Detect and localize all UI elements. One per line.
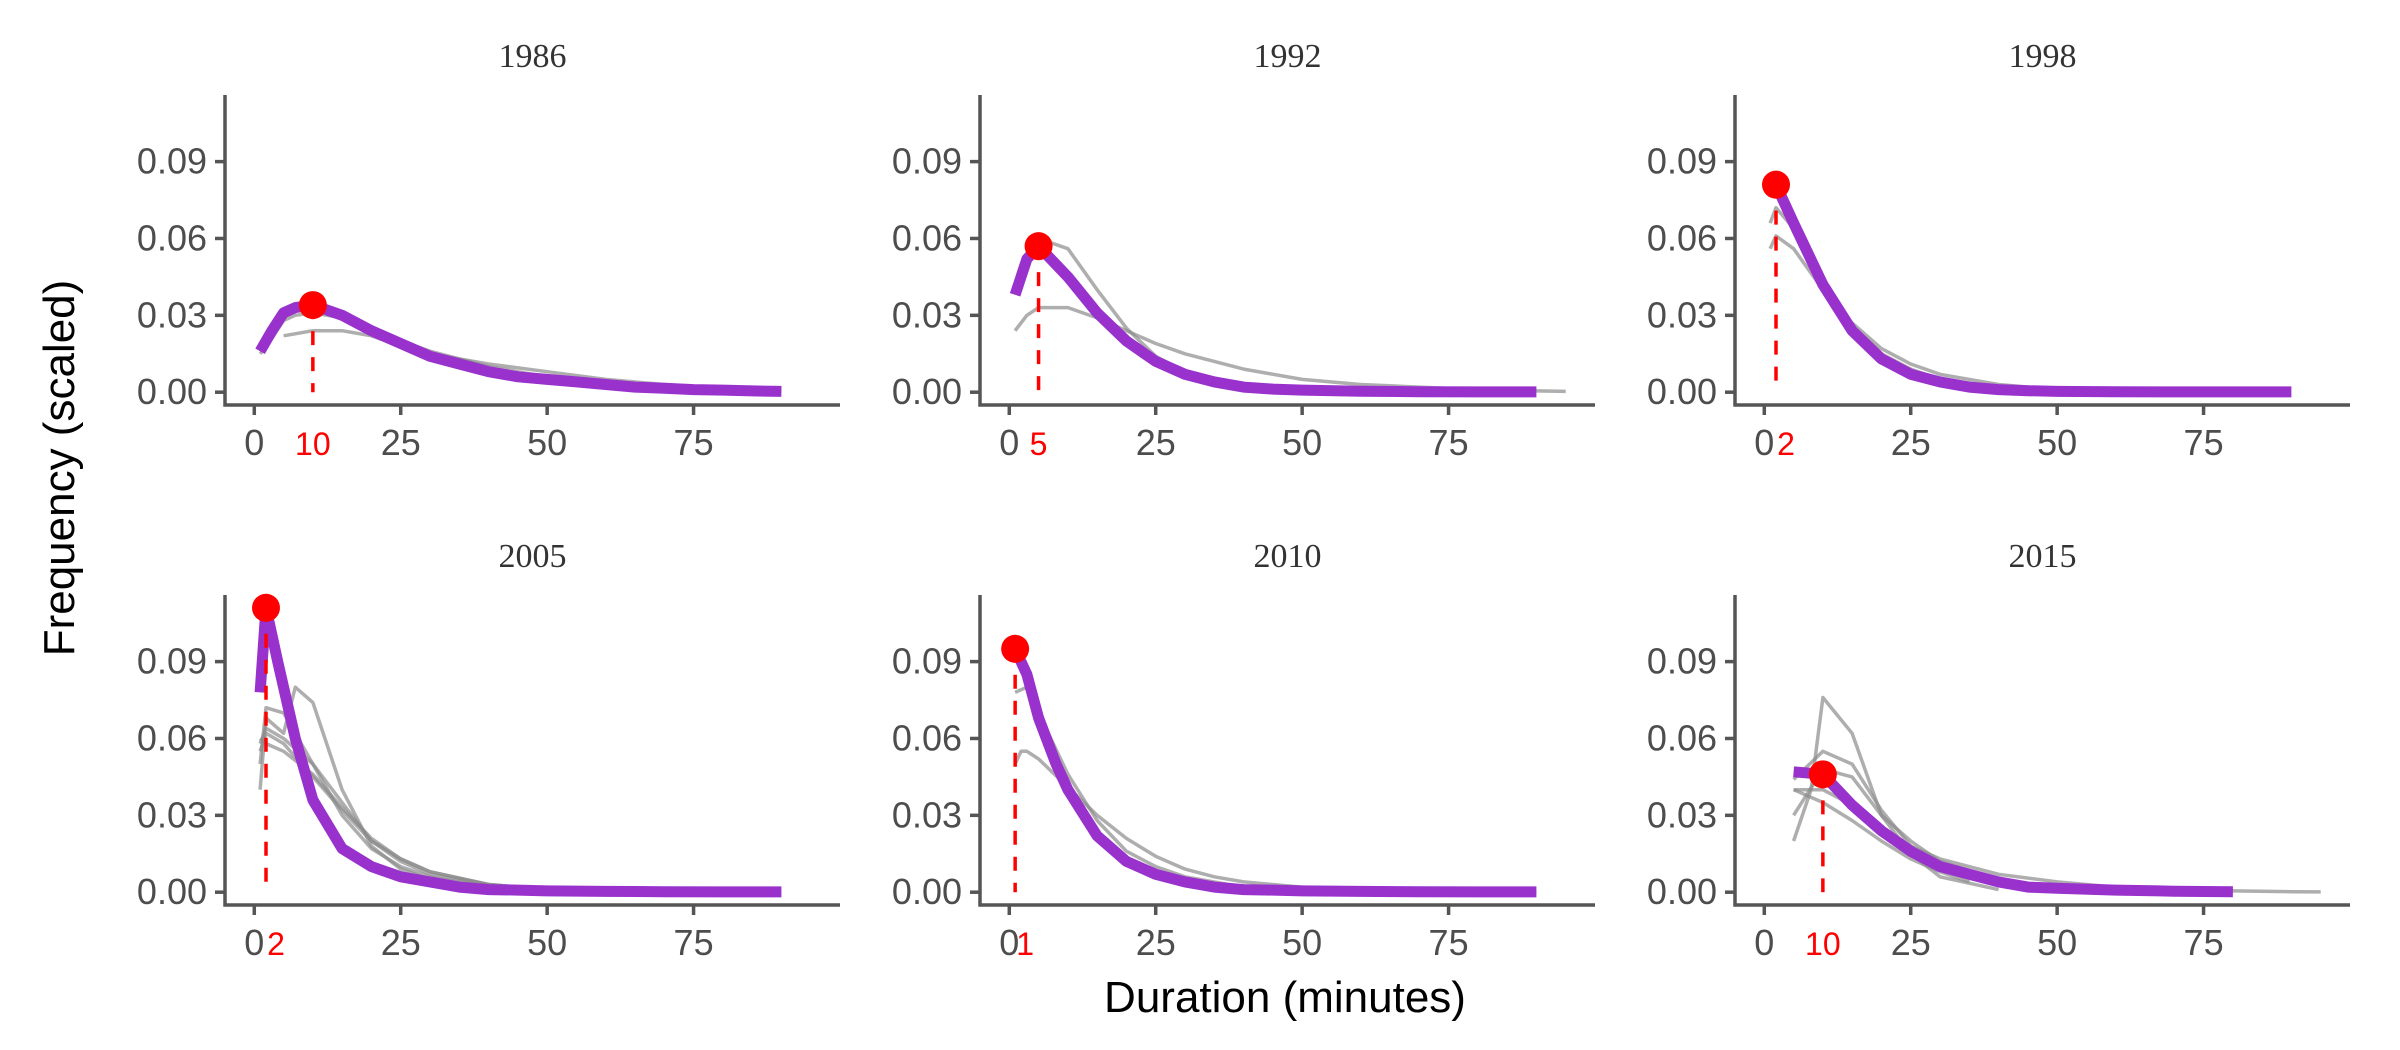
- y-tick-label: 0.03: [892, 294, 962, 335]
- axis-lines: [1733, 95, 2350, 407]
- x-tick-label: 75: [674, 422, 714, 463]
- x-tick-label: 75: [674, 922, 714, 963]
- x-tick-label: 75: [1429, 922, 1469, 963]
- y-tick-label: 0.03: [892, 794, 962, 835]
- x-tick-label: 50: [527, 922, 567, 963]
- y-tick-label: 0.00: [892, 871, 962, 912]
- x-tick-label: 50: [1282, 922, 1322, 963]
- highlight-line: [255, 299, 782, 397]
- x-tick-label: 25: [381, 422, 421, 463]
- panel-title: 1998: [2009, 38, 2077, 75]
- panel-2015: 2015 0.00 0.03 0.06 0.09 0 25 50 75 10: [1647, 538, 2350, 963]
- y-tick-label: 0.06: [137, 717, 207, 758]
- peak-label: 2: [1777, 426, 1795, 462]
- peak-label: 5: [1030, 426, 1048, 462]
- panel-title: 2015: [2009, 538, 2077, 575]
- axis-lines: [1733, 595, 2350, 907]
- panel-title: 1992: [1254, 38, 1322, 75]
- peak-point: [298, 291, 327, 320]
- y-tick-label: 0.00: [1647, 371, 1717, 412]
- panel-2010: 2010 0.00 0.03 0.06 0.09 0 25 50 75 1: [892, 538, 1595, 963]
- x-tick-label: 25: [1136, 422, 1176, 463]
- y-tick-label: 0.06: [892, 717, 962, 758]
- x-tick-label: 75: [1429, 422, 1469, 463]
- y-tick-label: 0.00: [1647, 871, 1717, 912]
- panel-1986: 1986 0.00 0.03 0.06 0.09 0 25 50 75 10: [137, 38, 840, 463]
- axis-lines: [223, 95, 840, 407]
- y-tick-label: 0.09: [892, 641, 962, 682]
- series-line: [1768, 234, 2058, 392]
- x-tick-label: 0: [999, 422, 1019, 463]
- x-tick-label: 75: [2184, 422, 2224, 463]
- peak-point: [1001, 634, 1030, 663]
- y-tick-label: 0.06: [1647, 217, 1717, 258]
- y-tick-label: 0.03: [137, 294, 207, 335]
- panel-1992: 1992 0.00 0.03 0.06 0.09 0 25 50 75 5: [892, 38, 1595, 463]
- y-tick-label: 0.03: [1647, 794, 1717, 835]
- x-tick-label: 50: [527, 422, 567, 463]
- panel-2005: 2005 0.00 0.03 0.06 0.09 0 25 50 75 2: [137, 538, 840, 963]
- x-tick-label: 0: [1754, 422, 1774, 463]
- peak-point: [1024, 232, 1053, 261]
- y-tick-label: 0.03: [137, 794, 207, 835]
- highlight-line: [254, 602, 782, 898]
- y-tick-label: 0.00: [137, 871, 207, 912]
- x-tick-label: 50: [2037, 422, 2077, 463]
- series-line: [1768, 205, 2058, 392]
- x-tick-label: 25: [381, 922, 421, 963]
- y-tick-label: 0.06: [1647, 717, 1717, 758]
- peak-label: 1: [1016, 926, 1034, 962]
- highlight-line: [1010, 646, 1537, 898]
- axis-lines: [978, 95, 1595, 407]
- highlight-line: [1009, 240, 1537, 398]
- x-tick-label: 0: [244, 422, 264, 463]
- peak-point: [1762, 170, 1790, 199]
- x-tick-label: 25: [1891, 422, 1931, 463]
- panel-title: 2010: [1254, 538, 1322, 575]
- y-tick-label: 0.09: [892, 141, 962, 182]
- x-tick-label: 25: [1891, 922, 1931, 963]
- x-tick-label: 75: [2184, 922, 2224, 963]
- y-tick-label: 0.09: [1647, 141, 1717, 182]
- y-tick-label: 0.09: [137, 141, 207, 182]
- x-tick-label: 0: [1754, 922, 1774, 963]
- x-tick-label: 0: [244, 922, 264, 963]
- x-tick-label: 50: [1282, 422, 1322, 463]
- panel-1998: 1998 0.00 0.03 0.06 0.09 0 25 50 75 2: [1647, 38, 2350, 463]
- peak-point: [1808, 760, 1837, 789]
- y-tick-label: 0.06: [137, 217, 207, 258]
- peak-label: 10: [1805, 926, 1841, 962]
- y-tick-label: 0.00: [892, 371, 962, 412]
- series-line: [258, 737, 548, 892]
- x-tick-label: 25: [1136, 922, 1176, 963]
- axis-lines: [978, 595, 1595, 907]
- panel-title: 1986: [499, 38, 567, 75]
- y-tick-label: 0.06: [892, 217, 962, 258]
- peak-label: 10: [295, 426, 331, 462]
- y-tick-label: 0.09: [137, 641, 207, 682]
- x-tick-label: 0: [999, 922, 1019, 963]
- y-tick-label: 0.09: [1647, 641, 1717, 682]
- y-tick-label: 0.03: [1647, 294, 1717, 335]
- x-axis-title: Duration (minutes): [1104, 973, 1466, 1022]
- y-tick-label: 0.00: [137, 371, 207, 412]
- peak-label: 2: [267, 926, 285, 962]
- x-tick-label: 50: [2037, 922, 2077, 963]
- y-axis-title: Frequency (scaled): [35, 280, 84, 657]
- axis-lines: [223, 595, 840, 907]
- highlight-line: [1771, 182, 2292, 398]
- peak-point: [252, 593, 280, 622]
- highlight-line: [1793, 766, 2233, 898]
- panel-title: 2005: [499, 538, 567, 575]
- series-line: [1025, 236, 1361, 393]
